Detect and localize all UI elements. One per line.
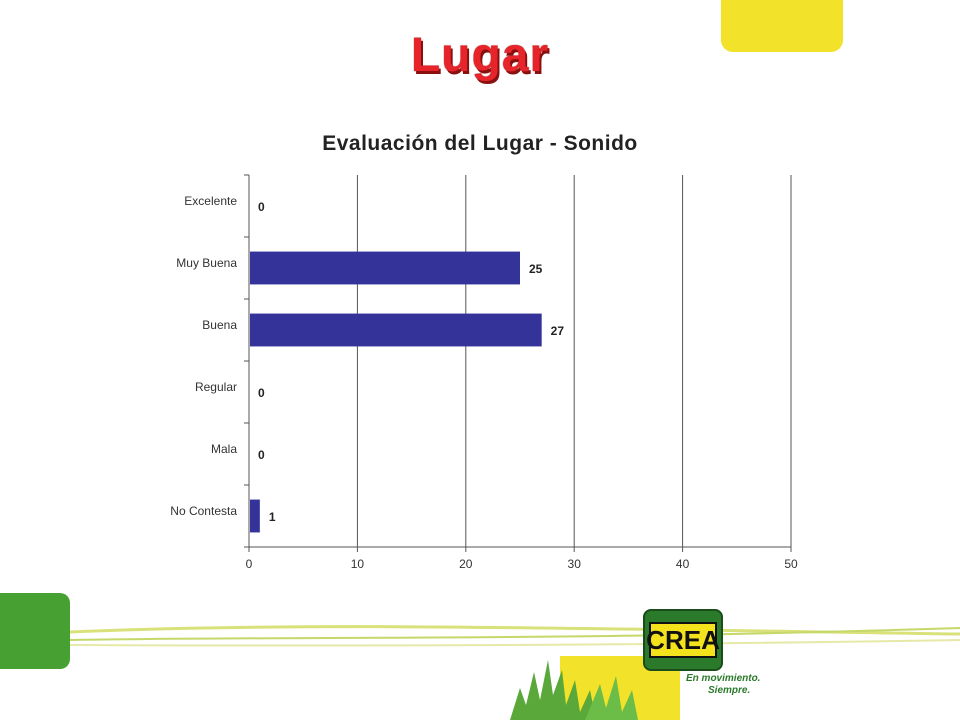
slide-title: Lugar	[410, 29, 550, 82]
x-tick-label-0: 0	[246, 557, 253, 571]
chart-title: Evaluación del Lugar - Sonido	[322, 132, 638, 155]
chart-axes	[244, 174, 792, 552]
data-label-regular: 0	[258, 386, 265, 400]
data-label-muy-buena: 25	[529, 262, 543, 276]
x-tick-label-40: 40	[676, 557, 690, 571]
x-tick-label-30: 30	[568, 557, 582, 571]
category-label-no-contesta: No Contesta	[170, 504, 237, 518]
data-label-no-contesta: 1	[269, 510, 276, 524]
crea-logo: CREA	[643, 609, 723, 671]
logo-text: CREA	[646, 624, 720, 655]
green-side-tab	[0, 593, 70, 669]
logo-tagline: En movimiento. Siempre.	[686, 673, 760, 697]
tagline-line-1: En movimiento.	[686, 673, 761, 684]
tagline-line-2: Siempre.	[708, 685, 751, 696]
x-tick-label-10: 10	[351, 557, 365, 571]
chart-bars	[250, 251, 542, 533]
chart-gridlines	[356, 175, 792, 547]
data-label-mala: 0	[258, 448, 265, 462]
data-label-excelente: 0	[258, 200, 265, 214]
data-label-buena: 27	[551, 324, 565, 338]
x-tick-label-50: 50	[784, 557, 798, 571]
category-label-mala: Mala	[211, 442, 237, 456]
bar-muy-buena	[250, 251, 520, 285]
bar-no-contesta	[250, 499, 260, 533]
yellow-corner-tab	[721, 0, 843, 52]
category-label-excelente: Excelente	[184, 194, 237, 208]
category-label-buena: Buena	[202, 318, 237, 332]
x-tick-label-20: 20	[459, 557, 473, 571]
category-label-muy-buena: Muy Buena	[176, 256, 237, 270]
category-label-regular: Regular	[195, 380, 237, 394]
bar-buena	[250, 313, 542, 347]
